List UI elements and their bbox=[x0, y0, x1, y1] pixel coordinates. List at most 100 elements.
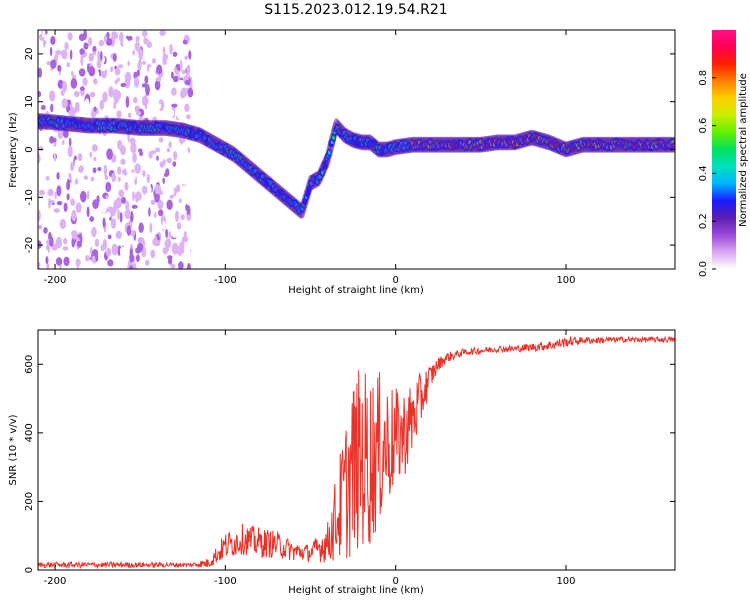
noise-speckle bbox=[59, 218, 67, 230]
noise-speckle bbox=[61, 98, 68, 109]
noise-speckle bbox=[161, 181, 167, 188]
noise-speckle bbox=[155, 77, 162, 82]
noise-speckle bbox=[82, 77, 88, 87]
noise-speckle bbox=[103, 34, 108, 43]
noise-speckle bbox=[126, 225, 132, 236]
noise-speckle bbox=[166, 147, 171, 153]
noise-speckle bbox=[45, 249, 49, 257]
colorbar-tick-label: 0.4 bbox=[698, 165, 709, 181]
noise-speckle bbox=[148, 150, 153, 159]
noise-speckle bbox=[111, 31, 118, 38]
noise-speckle bbox=[132, 191, 136, 201]
noise-speckle bbox=[84, 254, 91, 262]
x-tick-label: 0 bbox=[392, 576, 398, 587]
noise-speckle bbox=[166, 157, 172, 164]
noise-speckle bbox=[157, 199, 164, 210]
noise-speckle bbox=[83, 30, 88, 40]
noise-speckle bbox=[115, 199, 120, 204]
noise-speckle bbox=[141, 83, 148, 88]
noise-speckle bbox=[57, 64, 62, 72]
noise-speckle bbox=[124, 208, 131, 220]
noise-speckle bbox=[56, 185, 62, 197]
noise-speckle bbox=[68, 172, 72, 181]
noise-speckle bbox=[117, 209, 120, 221]
noise-speckle bbox=[188, 50, 192, 60]
noise-speckle bbox=[75, 258, 81, 267]
noise-speckle bbox=[184, 151, 190, 162]
noise-speckle bbox=[131, 204, 138, 209]
noise-speckle bbox=[71, 230, 78, 240]
noise-speckle bbox=[78, 68, 86, 77]
noise-speckle bbox=[173, 150, 178, 161]
noise-speckle bbox=[107, 234, 112, 240]
noise-speckle bbox=[66, 224, 72, 231]
noise-speckle bbox=[96, 71, 100, 82]
noise-speckle bbox=[112, 88, 119, 101]
noise-speckle bbox=[187, 87, 194, 98]
noise-speckle bbox=[46, 263, 50, 269]
noise-speckle bbox=[53, 208, 60, 213]
noise-speckle bbox=[164, 238, 172, 249]
noise-speckle bbox=[172, 75, 179, 83]
noise-speckle bbox=[83, 42, 89, 50]
noise-speckle bbox=[129, 172, 136, 182]
noise-speckle bbox=[103, 164, 108, 177]
noise-speckle bbox=[38, 153, 41, 164]
noise-speckle bbox=[134, 135, 140, 147]
noise-speckle bbox=[124, 71, 132, 84]
noise-speckle bbox=[66, 62, 71, 68]
y-tick-label: 400 bbox=[24, 423, 35, 442]
noise-speckle bbox=[168, 109, 175, 117]
noise-speckle bbox=[71, 209, 77, 222]
noise-speckle bbox=[94, 238, 100, 248]
noise-speckle bbox=[70, 161, 75, 172]
noise-speckle bbox=[134, 41, 141, 52]
noise-speckle bbox=[144, 75, 149, 84]
colorbar: 0.0 0.2 0.4 0.6 0.8 Normalized spectral ampl… bbox=[698, 30, 749, 277]
noise-speckle bbox=[150, 249, 156, 259]
noise-speckle bbox=[99, 65, 107, 72]
noise-speckle bbox=[186, 64, 191, 75]
noise-speckle bbox=[84, 98, 90, 111]
noise-speckle bbox=[86, 206, 90, 218]
noise-speckle bbox=[151, 234, 155, 239]
noise-speckle bbox=[93, 156, 97, 162]
noise-speckle bbox=[112, 53, 117, 62]
noise-speckle bbox=[78, 165, 84, 174]
noise-speckle bbox=[74, 178, 79, 185]
x-tick-label: 0 bbox=[392, 275, 398, 286]
noise-speckle bbox=[181, 248, 185, 254]
noise-speckle bbox=[74, 159, 82, 168]
noise-speckle bbox=[148, 181, 151, 193]
noise-speckle bbox=[171, 242, 179, 255]
noise-speckle bbox=[159, 30, 166, 36]
noise-speckle bbox=[48, 199, 55, 204]
noise-speckle bbox=[89, 91, 96, 98]
noise-speckle bbox=[63, 237, 68, 245]
noise-speckle bbox=[181, 69, 186, 75]
noise-speckle bbox=[121, 196, 127, 204]
spectrogram-x-axis-label: Height of straight line (km) bbox=[288, 285, 424, 296]
noise-speckle bbox=[77, 153, 83, 162]
noise-speckle bbox=[186, 262, 191, 269]
noise-speckle bbox=[185, 203, 188, 212]
x-tick-label: -100 bbox=[214, 275, 237, 286]
colorbar-tick-label: 0.2 bbox=[698, 213, 709, 229]
noise-speckle bbox=[38, 67, 43, 78]
noise-speckle bbox=[95, 254, 99, 262]
noise-speckle bbox=[141, 30, 148, 37]
noise-speckle bbox=[64, 42, 69, 51]
ridge-core bbox=[672, 143, 675, 149]
y-tick-label: -20 bbox=[24, 237, 35, 253]
noise-speckle bbox=[162, 159, 166, 166]
noise-speckle bbox=[83, 221, 88, 228]
noise-speckle bbox=[149, 66, 152, 77]
noise-speckle bbox=[172, 51, 178, 57]
noise-speckle bbox=[102, 91, 108, 103]
noise-speckle bbox=[182, 46, 188, 53]
noise-speckle bbox=[74, 101, 80, 113]
noise-speckle bbox=[139, 151, 144, 157]
noise-speckle bbox=[106, 148, 113, 160]
noise-speckle bbox=[162, 177, 166, 184]
